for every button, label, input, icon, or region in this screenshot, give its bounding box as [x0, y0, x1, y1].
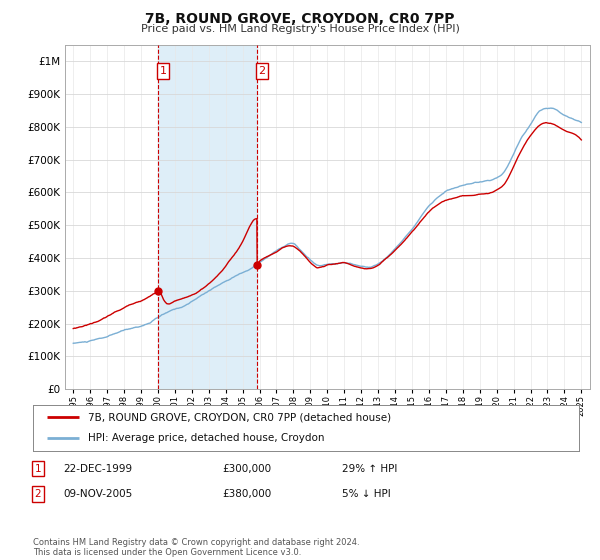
Text: 5% ↓ HPI: 5% ↓ HPI — [342, 489, 391, 499]
Text: Price paid vs. HM Land Registry's House Price Index (HPI): Price paid vs. HM Land Registry's House … — [140, 24, 460, 34]
Text: 7B, ROUND GROVE, CROYDON, CR0 7PP (detached house): 7B, ROUND GROVE, CROYDON, CR0 7PP (detac… — [88, 412, 391, 422]
Text: 22-DEC-1999: 22-DEC-1999 — [63, 464, 132, 474]
Text: 2: 2 — [34, 489, 41, 499]
Text: 2: 2 — [259, 66, 266, 76]
Text: £380,000: £380,000 — [222, 489, 271, 499]
Bar — [158, 45, 257, 389]
Text: 29% ↑ HPI: 29% ↑ HPI — [342, 464, 397, 474]
Text: HPI: Average price, detached house, Croydon: HPI: Average price, detached house, Croy… — [88, 433, 324, 444]
Text: Contains HM Land Registry data © Crown copyright and database right 2024.
This d: Contains HM Land Registry data © Crown c… — [33, 538, 359, 557]
Text: 7B, ROUND GROVE, CROYDON, CR0 7PP: 7B, ROUND GROVE, CROYDON, CR0 7PP — [145, 12, 455, 26]
Text: 1: 1 — [34, 464, 41, 474]
Text: 09-NOV-2005: 09-NOV-2005 — [63, 489, 132, 499]
Bar — [158, 45, 257, 389]
Text: £300,000: £300,000 — [222, 464, 271, 474]
Text: 1: 1 — [160, 66, 167, 76]
